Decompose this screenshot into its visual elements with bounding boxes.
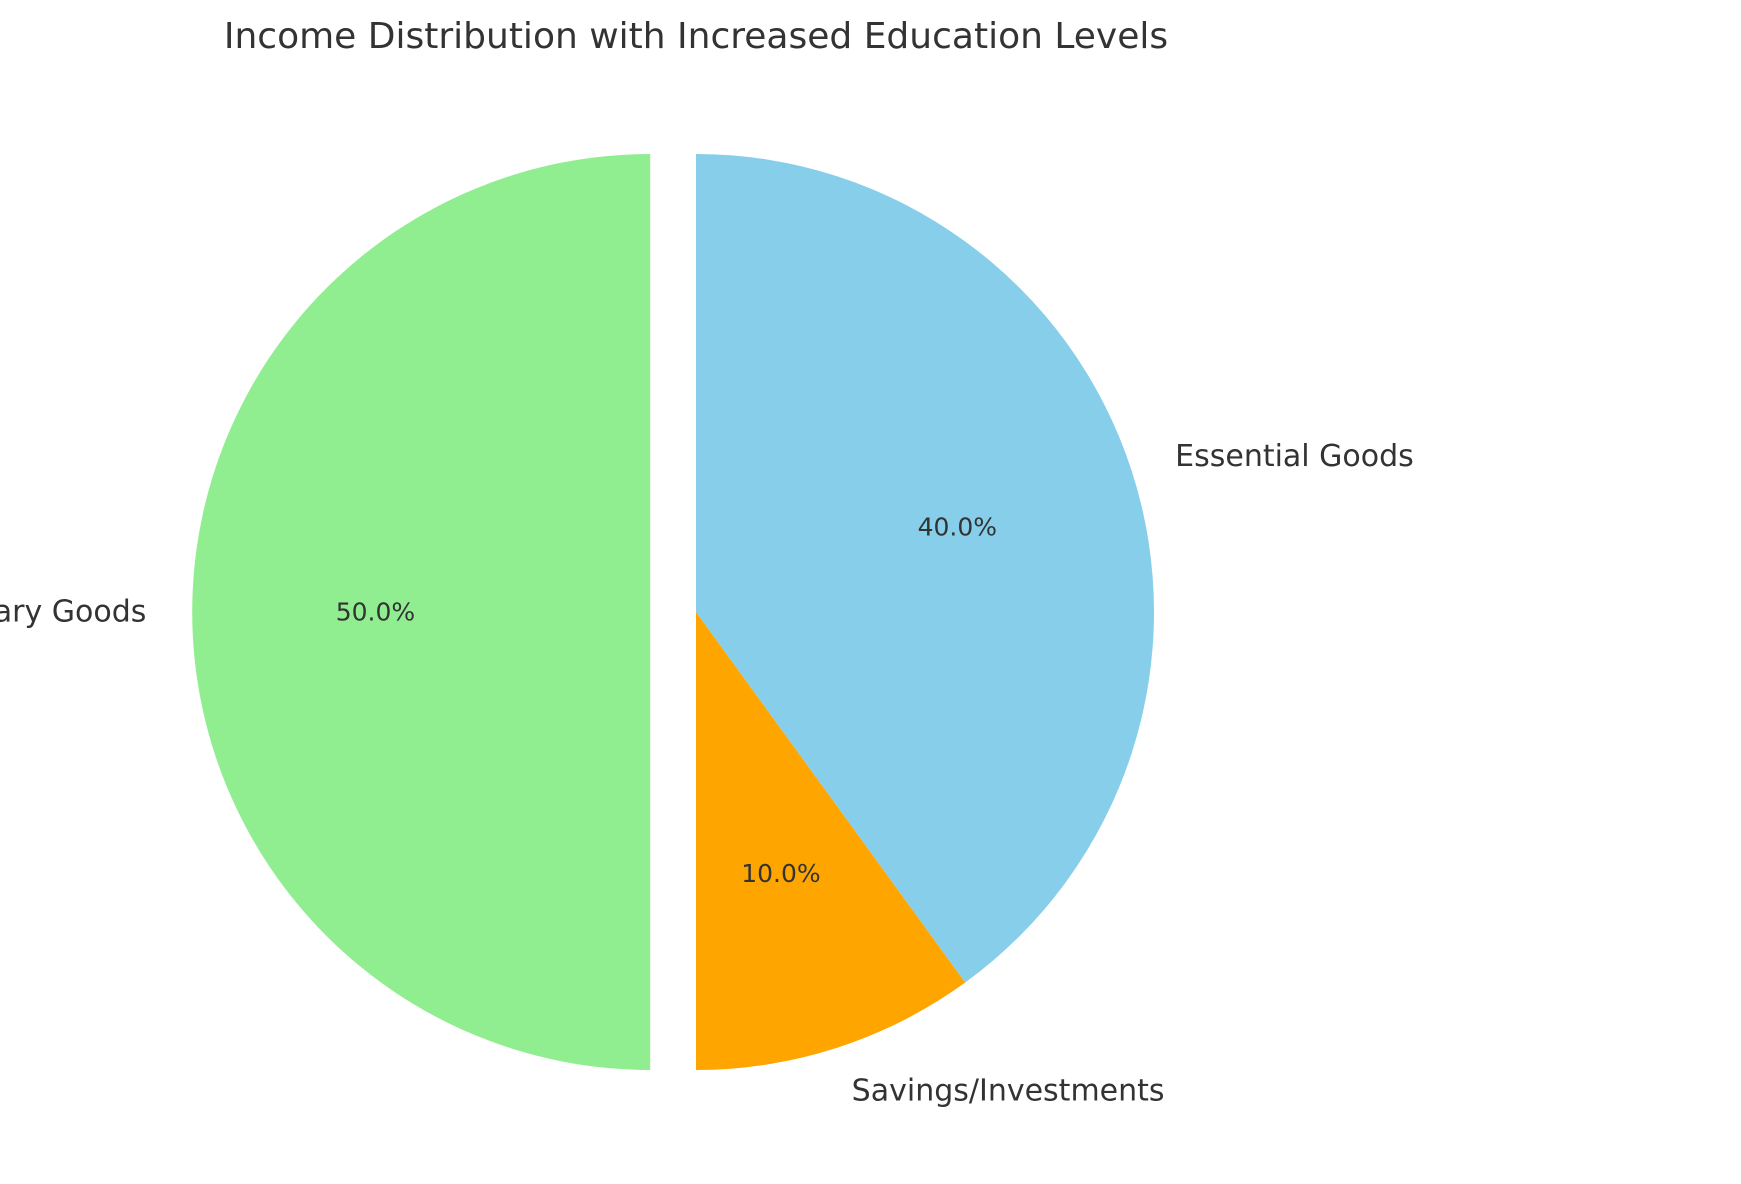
slice-label-consumer-discretionary-goods: Consumer Discretionary Goods xyxy=(0,595,146,630)
slice-pct-label-consumer-discretionary-goods: 50.0% xyxy=(336,598,415,627)
labels-layer: Consumer Discretionary Goods 50.0% Savings… xyxy=(0,439,1414,1109)
slice-label-savings-investments: Savings/Investments xyxy=(852,1074,1165,1109)
chart-title: Income Distribution with Increased Educa… xyxy=(224,16,1168,57)
pie-slice-consumer-discretionary-goods xyxy=(192,154,651,1070)
slices-layer xyxy=(192,154,1154,1070)
pie-slice-savings-investments xyxy=(696,612,966,1070)
slice-label-essential-goods: Essential Goods xyxy=(1175,439,1414,474)
slice-pct-label-essential-goods: 40.0% xyxy=(918,513,997,542)
slice-pct-label-savings-investments: 10.0% xyxy=(741,859,820,888)
pie-slice-essential-goods xyxy=(696,154,1154,983)
